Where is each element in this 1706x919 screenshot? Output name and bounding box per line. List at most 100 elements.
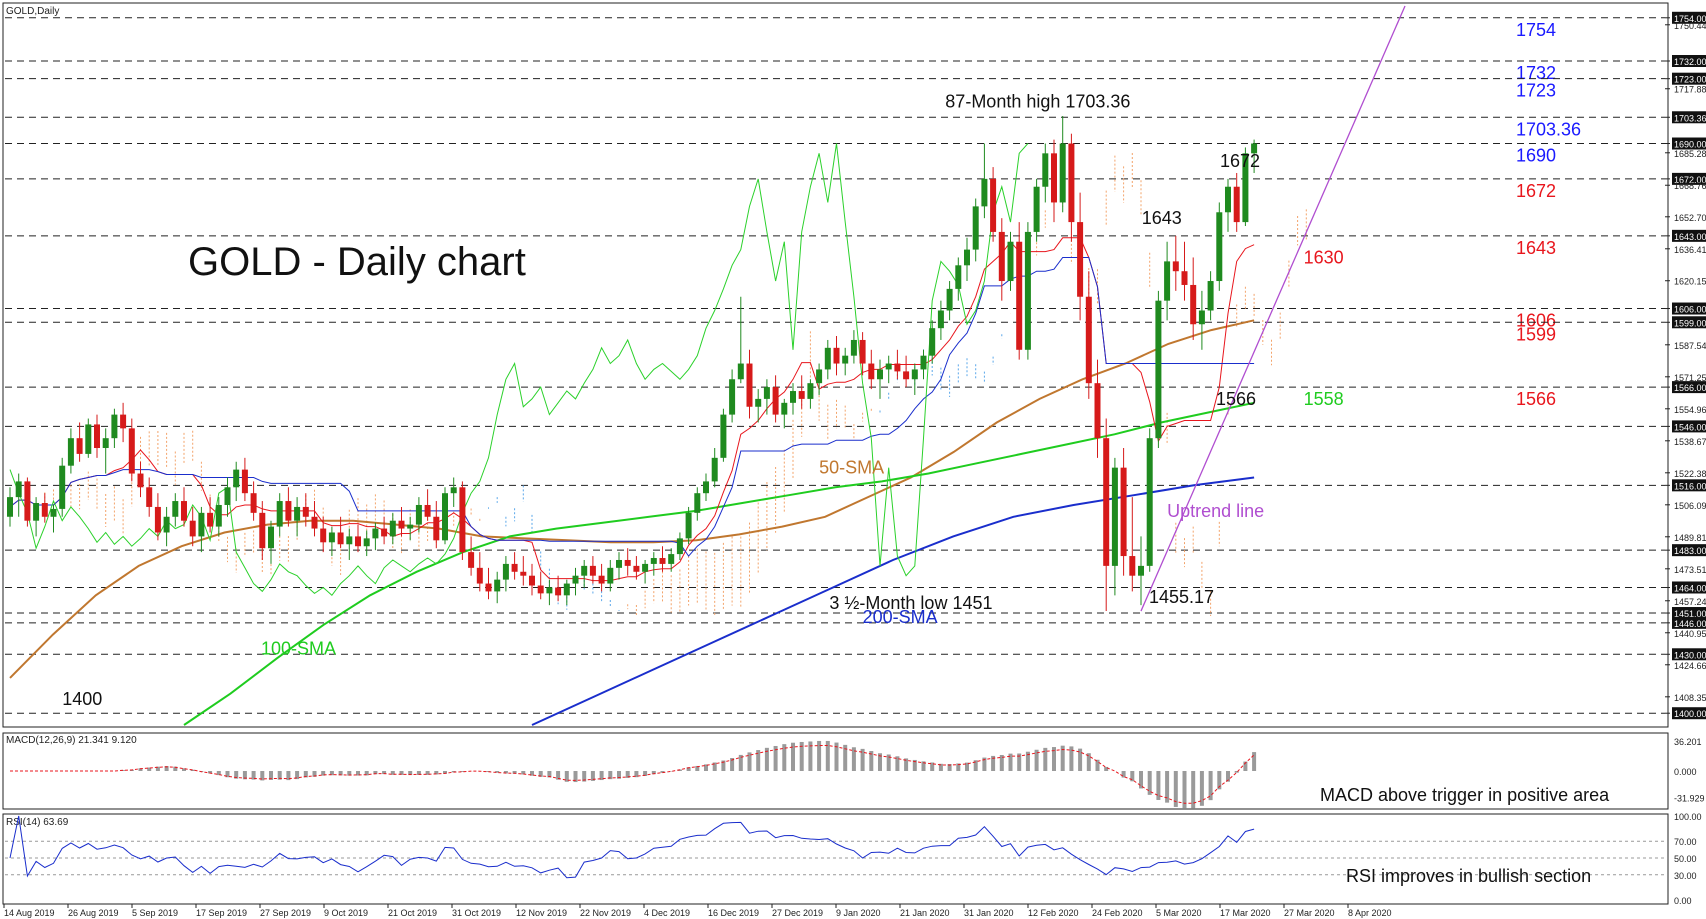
price-tick-label: 1424.66	[1674, 661, 1706, 671]
candle-body	[163, 516, 170, 533]
candle-body	[207, 512, 214, 527]
candle-body	[1120, 467, 1127, 557]
candle-body	[398, 520, 405, 529]
candle	[955, 257, 962, 301]
candle	[50, 504, 57, 533]
candle-body	[1016, 241, 1023, 350]
candle-body	[1059, 143, 1066, 203]
candle-body	[33, 503, 40, 521]
candle	[676, 532, 683, 560]
candle	[424, 489, 431, 521]
rsi-tick-label: 0.00	[1674, 896, 1692, 906]
candle-body	[781, 402, 788, 415]
candle-body	[294, 506, 301, 521]
candle-body	[1103, 438, 1110, 566]
candle-body	[1207, 281, 1214, 311]
candle-body	[563, 583, 570, 596]
candle-body	[1146, 438, 1153, 566]
candle-body	[1024, 231, 1031, 350]
candle-body	[755, 398, 762, 407]
candle-body	[911, 369, 918, 380]
candle-body	[346, 536, 353, 545]
candle-body	[981, 178, 988, 207]
price-tick-label: 1554.96	[1674, 405, 1706, 415]
price-tag-bg	[1672, 11, 1706, 24]
candle	[1068, 133, 1075, 242]
candle	[1077, 192, 1084, 321]
date-tick-label: 16 Dec 2019	[708, 908, 759, 918]
candle	[894, 349, 901, 380]
date-tick-label: 5 Sep 2019	[132, 908, 178, 918]
candle	[1051, 139, 1057, 223]
candle	[998, 218, 1005, 301]
candle	[1033, 178, 1040, 242]
candle	[1164, 241, 1171, 321]
candle-body	[955, 265, 962, 289]
candle-body	[76, 438, 83, 454]
candle	[311, 501, 318, 537]
candle-body	[1198, 310, 1205, 325]
price-tick-label: 1464.00	[1674, 583, 1706, 593]
chart-annotation: 1566	[1216, 389, 1256, 409]
date-tick-label: 14 Aug 2019	[4, 908, 55, 918]
candle-body	[276, 501, 283, 527]
candle	[337, 516, 344, 549]
candle	[24, 477, 31, 527]
candle-body	[537, 585, 544, 594]
price-tag-bg	[1672, 172, 1706, 185]
price-tick-label: 1516.00	[1674, 481, 1706, 491]
candle	[1181, 241, 1188, 301]
candle-body	[502, 563, 509, 580]
candle	[842, 347, 849, 376]
chart-annotation: 1400	[62, 689, 102, 709]
price-tick-label: 1571.25	[1674, 373, 1706, 383]
candle-body	[311, 516, 318, 529]
candle	[294, 497, 301, 537]
candle-body	[711, 457, 718, 482]
candle-body	[433, 516, 440, 541]
candle-body	[520, 571, 527, 576]
candle-body	[476, 567, 483, 584]
candle	[868, 349, 875, 390]
date-tick-label: 27 Mar 2020	[1284, 908, 1335, 918]
candle	[816, 363, 823, 395]
candle	[850, 330, 857, 364]
price-tag-bg	[1672, 316, 1706, 329]
candle	[215, 497, 222, 537]
price-tick-label: 1408.35	[1674, 693, 1706, 703]
candle-body	[41, 503, 48, 517]
price-tag-bg	[1672, 479, 1706, 492]
price-tag-bg	[1672, 72, 1706, 85]
candle-body	[572, 575, 579, 584]
rsi-tick-label: 70.00	[1674, 837, 1697, 847]
macd-panel: MACD(12,26,9) 21.341 9.120 36.201 0.000 -3…	[2, 732, 1705, 810]
price-tick-label: 1451.00	[1674, 609, 1706, 619]
candle-body	[320, 528, 327, 543]
candle-body	[946, 288, 953, 311]
price-tag-bg	[1672, 302, 1706, 315]
candle	[1155, 290, 1162, 449]
candle	[659, 546, 666, 572]
candle-body	[772, 387, 779, 415]
candle-body	[729, 379, 736, 415]
candle-body	[824, 347, 831, 370]
chart-annotation: 3 ½-Month low 1451	[829, 593, 992, 613]
candle	[250, 481, 257, 521]
candle-body	[598, 575, 605, 584]
candle	[911, 363, 918, 395]
price-tick-label: 1483.00	[1674, 546, 1706, 556]
candle-body	[485, 583, 492, 592]
candle-body	[859, 339, 866, 364]
candle	[1007, 231, 1014, 291]
candle	[146, 477, 153, 517]
candle	[511, 552, 518, 580]
candle	[781, 398, 788, 429]
candle-body	[268, 526, 274, 549]
candle	[737, 296, 744, 384]
candle	[1138, 536, 1144, 606]
candle-body	[1051, 153, 1057, 203]
candle	[328, 526, 335, 557]
candle-body	[450, 487, 457, 494]
level-label: 1703.36	[1516, 119, 1581, 139]
